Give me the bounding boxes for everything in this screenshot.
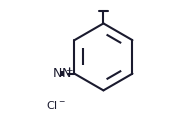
Text: Cl$^-$: Cl$^-$ (45, 99, 66, 111)
Text: +: + (65, 66, 73, 75)
Text: N: N (61, 67, 71, 80)
Text: N: N (53, 67, 62, 80)
